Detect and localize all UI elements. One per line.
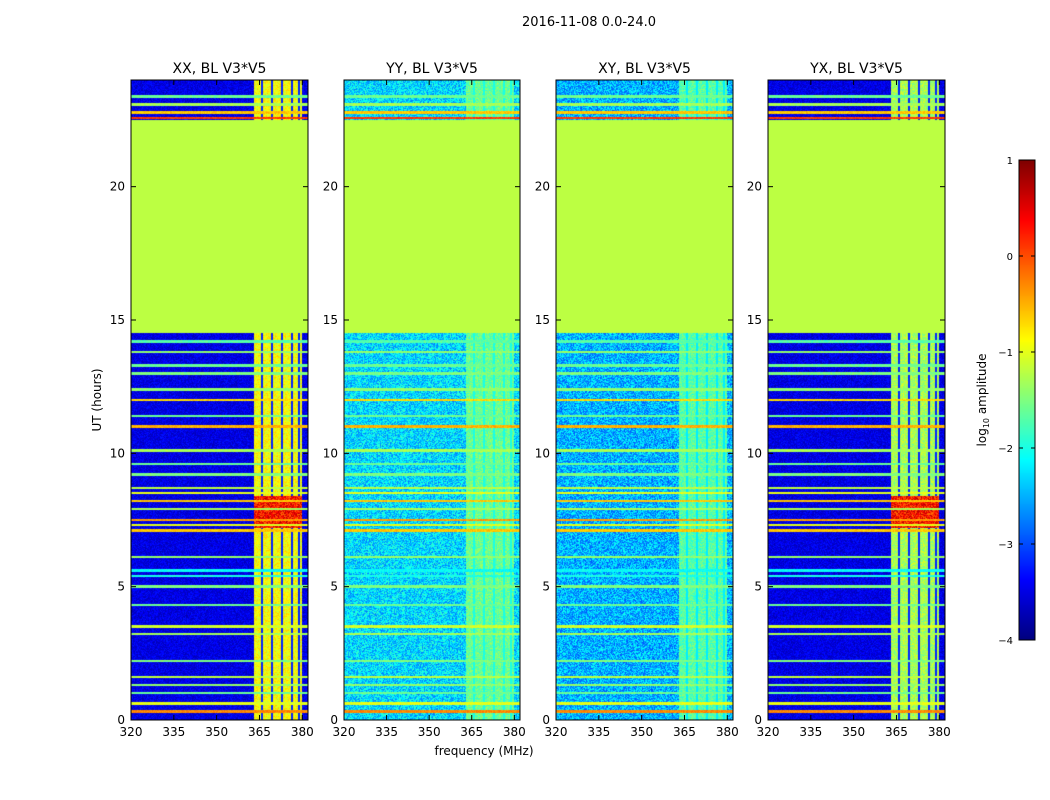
x-tick-label: 335: [162, 725, 185, 739]
panel-title: XY, BL V3*V5: [598, 61, 691, 77]
x-axis-label: frequency (MHz): [434, 744, 533, 758]
colorbar-ticks: 1 0 −1 −2 −3 −4: [998, 156, 1035, 647]
colorbar-gradient: [1019, 160, 1035, 640]
x-tick-label: 365: [885, 725, 908, 739]
y-tick-label: 0: [330, 713, 338, 727]
colorbar-tick-label: 0: [1007, 252, 1013, 263]
colorbar-label-sub: 10: [982, 418, 991, 428]
colorbar-frame: [1018, 159, 1036, 641]
y-tick-label: 10: [747, 446, 762, 460]
x-tick-label: 380: [291, 725, 314, 739]
x-ticks: 320 335 350 365 380: [545, 80, 739, 739]
x-tick-label: 320: [545, 725, 568, 739]
colorbar-tick-label: −1: [998, 348, 1013, 359]
y-tick-label: 10: [535, 446, 550, 460]
x-tick-label: 320: [333, 725, 356, 739]
panel-title: YX, BL V3*V5: [809, 61, 903, 77]
y-tick-label: 20: [535, 180, 550, 194]
y-ticks: 0 5 10 15 20: [323, 180, 520, 727]
colorbar-tick-label: −3: [998, 540, 1013, 551]
colorbar-tick-label: −4: [998, 636, 1013, 647]
y-tick-label: 15: [110, 313, 125, 327]
panel-yy: YY, BL V3*V5 320 335 350 365 380 0 5 10 15 20: [323, 61, 526, 739]
x-tick-label: 380: [928, 725, 951, 739]
colorbar-label-base: log: [975, 428, 989, 446]
plot-frame: [343, 79, 521, 721]
heatmap-image: [768, 80, 945, 720]
heatmap-image: [344, 80, 520, 720]
y-ticks: 0 5 10 15 20: [747, 180, 945, 727]
x-tick-label: 350: [630, 725, 653, 739]
x-tick-label: 320: [120, 725, 143, 739]
x-tick-label: 320: [757, 725, 780, 739]
y-tick-label: 0: [754, 713, 762, 727]
plot-frame: [555, 79, 734, 721]
x-ticks: 320 335 350 365 380: [757, 80, 951, 739]
x-tick-label: 380: [716, 725, 739, 739]
colorbar: 10−1−2−3−4 log10 amplitude: [975, 156, 1036, 647]
y-tick-label: 20: [323, 180, 338, 194]
x-tick-label: 350: [205, 725, 228, 739]
y-ticks: 0 5 10 15 20: [110, 180, 308, 727]
y-tick-label: 5: [117, 580, 125, 594]
x-ticks: 320 335 350 365 380: [120, 80, 314, 739]
x-tick-label: 350: [842, 725, 865, 739]
y-ticks: 0 5 10 15 20: [535, 180, 733, 727]
colorbar-label: log10 amplitude: [975, 354, 991, 447]
panel-title: XX, BL V3*V5: [173, 61, 267, 77]
x-tick-label: 365: [248, 725, 271, 739]
y-tick-label: 5: [330, 580, 338, 594]
y-tick-label: 5: [754, 580, 762, 594]
y-tick-label: 5: [542, 580, 550, 594]
x-tick-label: 380: [503, 725, 526, 739]
x-tick-label: 365: [673, 725, 696, 739]
colorbar-tick-label: −2: [998, 444, 1013, 455]
y-tick-label: 20: [747, 180, 762, 194]
y-tick-label: 0: [542, 713, 550, 727]
y-tick-label: 0: [117, 713, 125, 727]
x-tick-label: 335: [375, 725, 398, 739]
x-ticks: 320 335 350 365 380: [333, 80, 526, 739]
colorbar-tick-label: 1: [1007, 156, 1013, 167]
x-tick-label: 350: [418, 725, 441, 739]
heatmap-image: [131, 80, 308, 720]
panel-xx: XX, BL V3*V5 320 335 350 365 380 0 5 10 15 20: [110, 61, 314, 739]
plot-frame: [767, 79, 946, 721]
y-tick-label: 15: [535, 313, 550, 327]
colorbar-label-rest: amplitude: [975, 354, 989, 418]
y-tick-label: 20: [110, 180, 125, 194]
x-tick-label: 335: [799, 725, 822, 739]
y-tick-label: 15: [323, 313, 338, 327]
plot-frame: [130, 79, 309, 721]
y-axis-label: UT (hours): [90, 368, 104, 431]
panel-xy: XY, BL V3*V5 320 335 350 365 380 0 5 10 15 20: [535, 61, 739, 739]
heatmap-image: [556, 80, 733, 720]
panel-title: YY, BL V3*V5: [385, 61, 478, 77]
y-tick-label: 10: [110, 446, 125, 460]
panel-yx: YX, BL V3*V5 320 335 350 365 380 0 5 10 15 20: [747, 61, 951, 739]
y-tick-label: 10: [323, 446, 338, 460]
x-tick-label: 335: [587, 725, 610, 739]
y-tick-label: 15: [747, 313, 762, 327]
figure-suptitle: 2016-11-08 0.0-24.0: [522, 15, 656, 30]
x-tick-label: 365: [460, 725, 483, 739]
